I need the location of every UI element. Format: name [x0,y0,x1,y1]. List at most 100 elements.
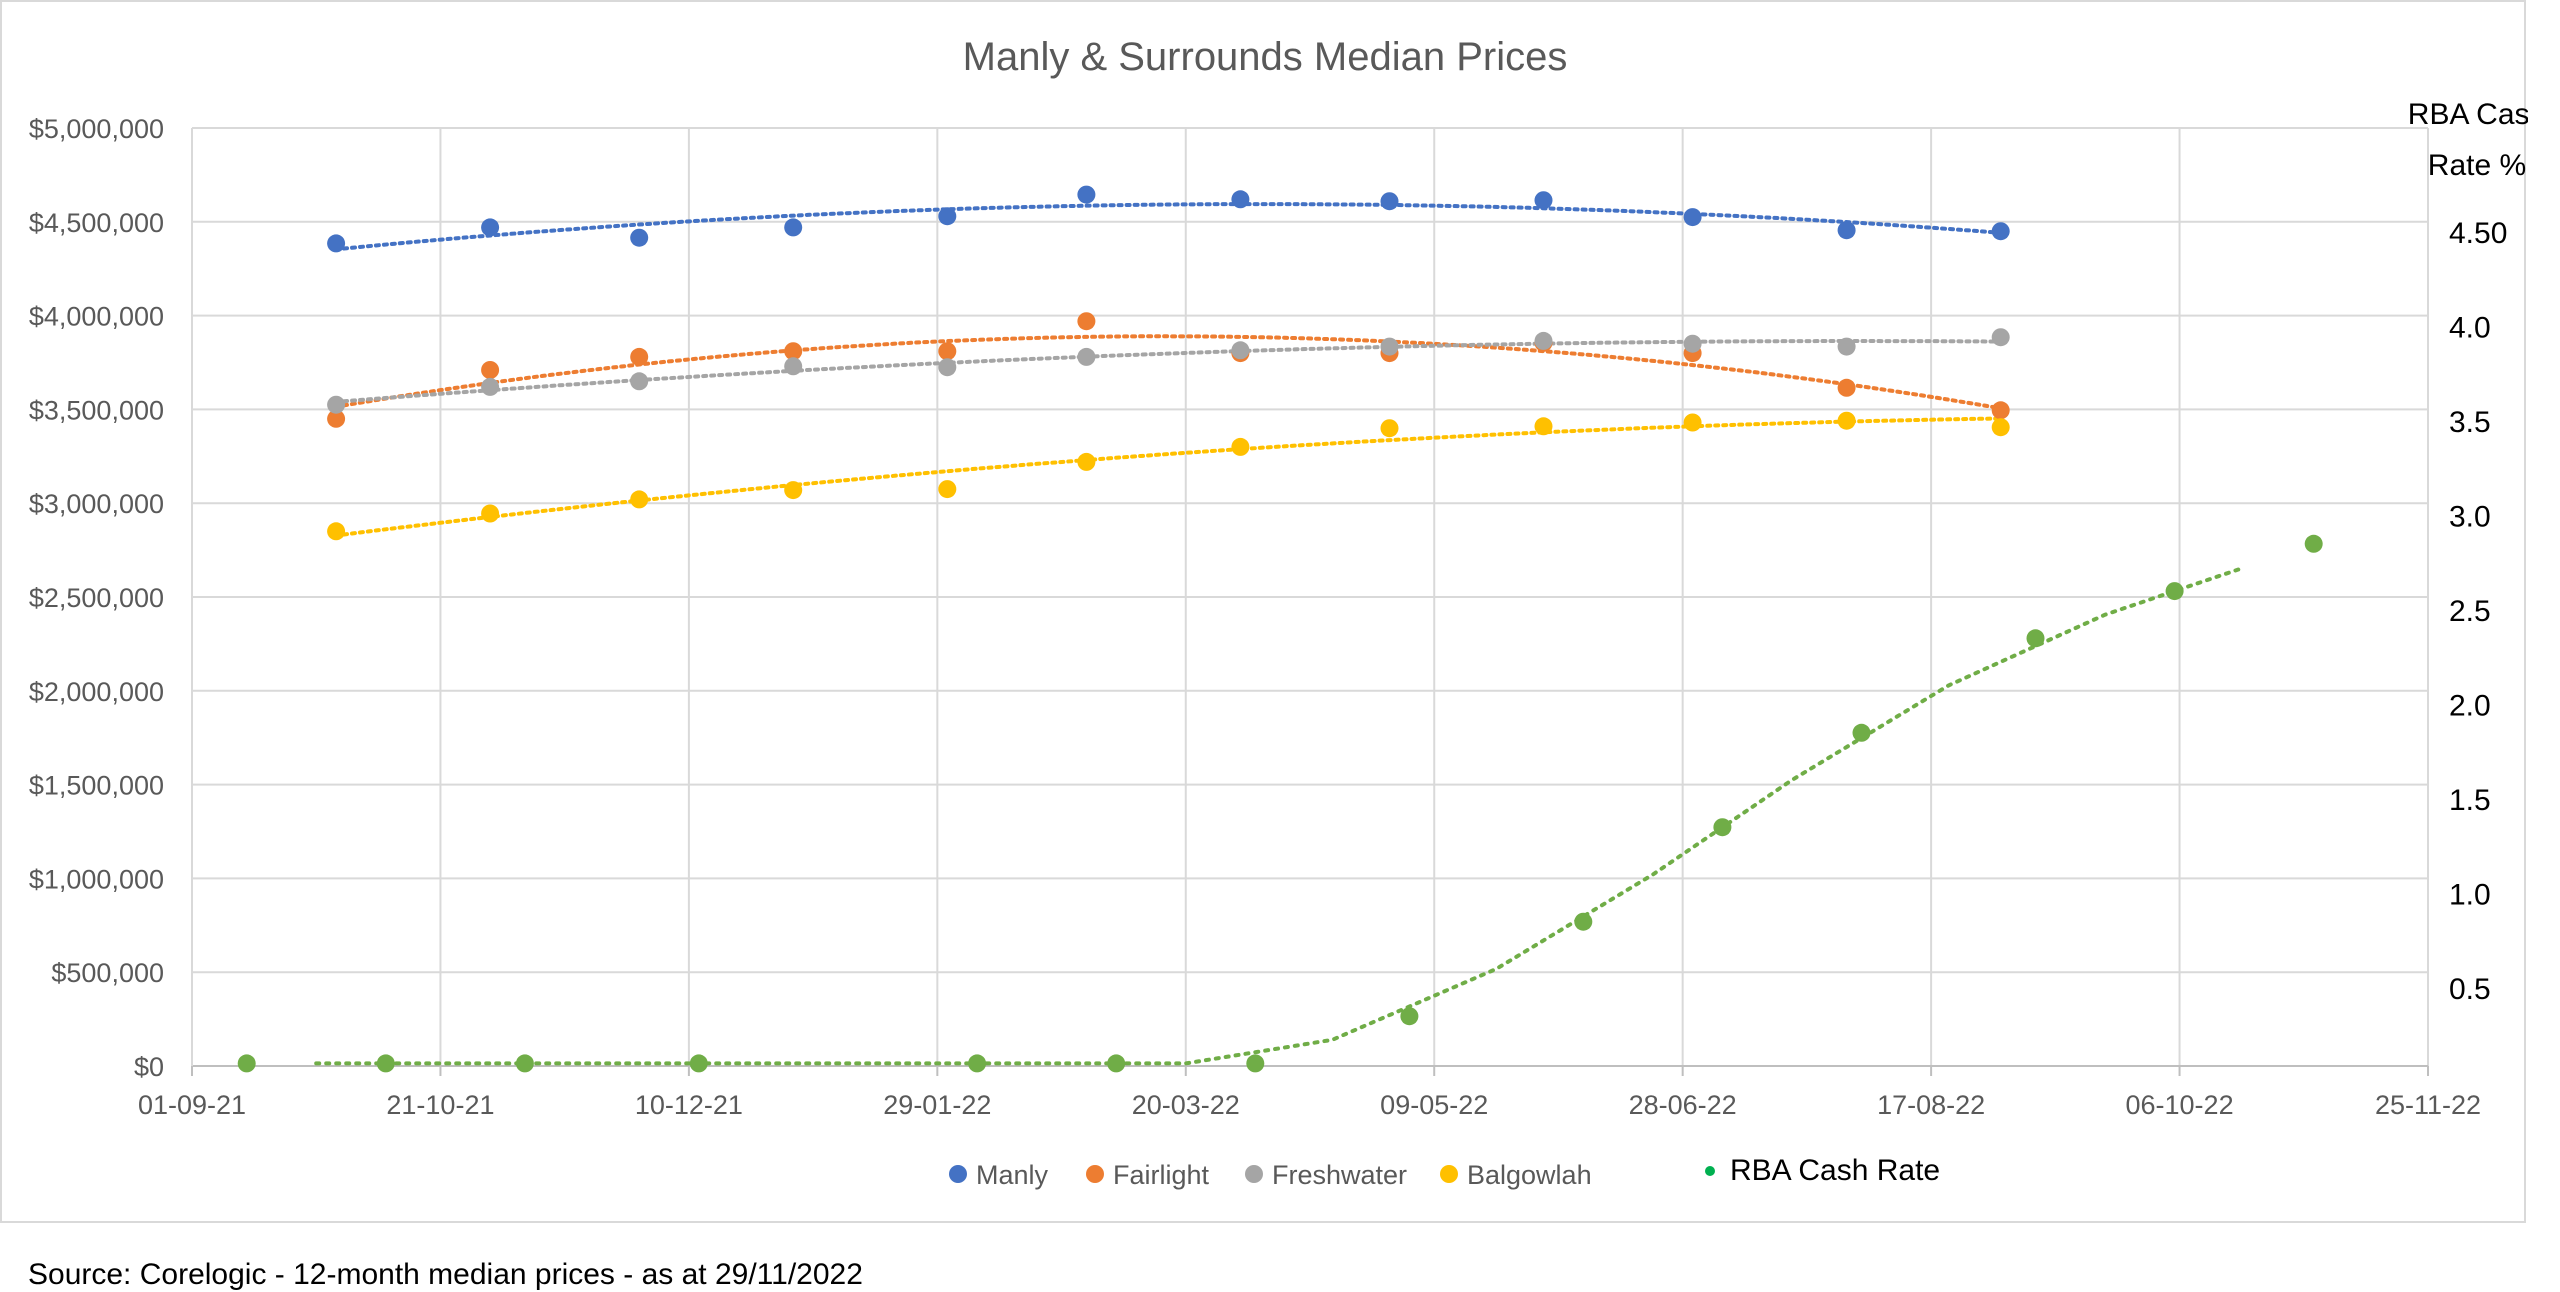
chart-title: Manly & Surrounds Median Prices [963,35,1568,79]
y2-tick-label: 3.0 [2449,501,2491,534]
y-tick-label: $4,000,000 [29,302,164,332]
data-point [327,409,346,428]
trend-layer [314,202,2247,1066]
trendline [314,565,2247,1066]
data-point [1231,190,1250,209]
x-tick-label: 20-03-22 [1132,1090,1240,1120]
y-tick-label: $2,500,000 [29,583,164,613]
y2-axis-label: Rate % [2428,149,2526,182]
trendline [334,416,2003,538]
data-point [784,357,803,376]
data-point [1231,437,1250,456]
data-point [784,218,803,237]
trendline [334,334,2003,411]
x-tick-label: 09-05-22 [1380,1090,1488,1120]
data-point [2304,534,2323,553]
data-point [1683,413,1702,432]
data-point [2165,582,2184,601]
data-point [1837,378,1856,397]
y2-tick-label: 2.0 [2449,689,2491,722]
data-point [784,481,803,500]
legend: Manly Fairlight Freshwater Balgowlah RBA Cas… [949,1154,1940,1190]
data-point [1683,334,1702,353]
legend-marker [949,1165,967,1183]
data-point [1400,1007,1419,1026]
y2-tick-label: 4.0 [2449,312,2491,345]
data-point [327,234,346,253]
data-point [1077,185,1096,204]
legend-label: Fairlight [1113,1160,1210,1190]
legend-label: RBA Cash Rate [1730,1154,1940,1187]
data-point [2026,629,2045,648]
data-point [481,504,500,523]
legend-label: Manly [976,1160,1049,1190]
data-point [689,1054,708,1073]
y2-tick-label: 3.5 [2449,406,2491,439]
data-point [327,522,346,541]
data-point [938,207,957,226]
source-note: Source: Corelogic - 12-month median pric… [28,1258,863,1291]
trendline [334,202,2003,252]
legend-label: Freshwater [1272,1160,1407,1190]
data-point [1077,452,1096,471]
data-point [1683,208,1702,227]
y-tick-label: $3,500,000 [29,395,164,425]
data-point [481,377,500,396]
y2-tick-label: 4.50 [2449,217,2507,250]
data-point [1574,912,1593,931]
data-point [1837,221,1856,240]
y-tick-label: $4,500,000 [29,208,164,238]
data-point [327,395,346,414]
y2-tick-label: 0.5 [2449,973,2491,1006]
data-point [1380,419,1399,438]
data-point [630,347,649,366]
y-tick-label: $500,000 [51,958,164,988]
data-point [1713,818,1732,837]
legend-marker [1245,1165,1263,1183]
x-tick-label: 25-11-22 [2375,1090,2481,1120]
legend-marker [1440,1165,1458,1183]
y-tick-label: $0 [134,1052,164,1082]
data-point [1534,417,1553,436]
data-point [938,358,957,377]
data-point [1991,328,2010,347]
data-point [630,228,649,247]
data-point [481,218,500,237]
y-tick-label: $1,000,000 [29,864,164,894]
y-tick-label: $1,500,000 [29,771,164,801]
x-tick-label: 10-12-21 [635,1090,743,1120]
data-point [630,490,649,509]
legend-marker [1086,1165,1104,1183]
chart-frame: Manly & Surrounds Median Prices $0 $500,0… [0,0,2528,1223]
data-point [237,1054,256,1073]
data-point [1077,347,1096,366]
legend-label: Balgowlah [1467,1160,1592,1190]
data-point [1534,191,1553,210]
x-tick-label: 01-09-21 [138,1090,246,1120]
y-tick-label: $3,000,000 [29,489,164,519]
axes-layer: $0 $500,000 $1,000,000 $1,500,000 $2,000,000… [29,98,2528,1120]
data-point [1380,192,1399,211]
data-point [1231,341,1250,360]
data-point [1837,337,1856,356]
data-point [1246,1054,1265,1073]
y2-axis-label: RBA Cash [2408,98,2528,131]
data-point [968,1054,987,1073]
x-tick-label: 29-01-22 [883,1090,991,1120]
data-point [938,342,957,361]
x-tick-label: 21-10-21 [386,1090,494,1120]
y2-tick-label: 1.0 [2449,878,2491,911]
data-point [481,361,500,379]
chart-svg: Manly & Surrounds Median Prices $0 $500,0… [29,35,2528,1190]
data-point [1991,418,2010,437]
data-point [1991,222,2010,241]
data-point [376,1054,395,1073]
data-point [1852,723,1871,742]
data-point [630,372,649,391]
points-layer [237,185,2323,1073]
grid-layer [192,127,2429,1066]
data-point [1077,312,1096,331]
x-tick-label: 17-08-22 [1877,1090,1985,1120]
data-point [784,342,803,361]
x-tick-label: 28-06-22 [1629,1090,1737,1120]
